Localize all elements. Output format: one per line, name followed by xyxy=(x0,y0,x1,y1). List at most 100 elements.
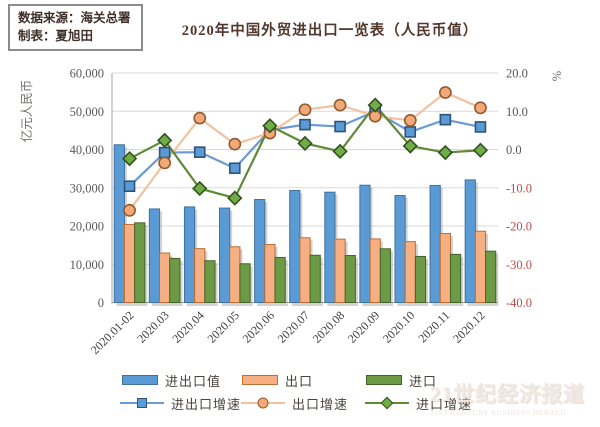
legend-item-export: 出口 xyxy=(242,372,314,389)
bar-total-8 xyxy=(394,195,406,303)
left-axis-tick: 50,000 xyxy=(70,105,104,119)
left-axis-tick: 0 xyxy=(98,296,104,310)
marker-total-growth-0 xyxy=(123,180,136,193)
left-axis-title: 亿元人民币 xyxy=(19,80,34,143)
bar-export-1 xyxy=(159,252,171,304)
right-axis-tick: -40.0 xyxy=(506,296,532,310)
bar-export-8 xyxy=(404,241,416,304)
legend-item-import: 进口 xyxy=(366,372,438,389)
marker-import-growth-2 xyxy=(192,180,208,197)
legend-swatch-export xyxy=(242,375,278,385)
right-axis-title: % xyxy=(550,71,564,81)
x-axis-label: 2020.12 xyxy=(450,308,487,345)
legend-swatch-import xyxy=(366,375,402,385)
marker-total-growth-6 xyxy=(334,120,346,133)
left-axis-tick: 40,000 xyxy=(70,143,104,157)
right-axis-tick: -20.0 xyxy=(506,220,532,234)
legend-label: 进口 xyxy=(409,373,438,389)
marker-export-growth-0 xyxy=(123,203,136,217)
marker-export-growth-8 xyxy=(403,114,417,127)
x-axis-label: 2020.08 xyxy=(310,308,347,345)
bar-total-6 xyxy=(324,191,336,303)
bar-export-2 xyxy=(194,248,206,303)
marker-export-growth-6 xyxy=(333,98,347,112)
bar-export-3 xyxy=(229,246,241,304)
marker-export-growth-1 xyxy=(158,156,172,170)
bar-total-0 xyxy=(113,144,125,303)
marker-import-growth-10 xyxy=(472,142,489,158)
marker-export-growth-5 xyxy=(298,103,312,117)
bar-total-9 xyxy=(429,184,441,303)
bar-import-5 xyxy=(309,254,321,303)
left-axis-tick: 20,000 xyxy=(70,220,104,234)
bar-import-10 xyxy=(485,250,497,304)
x-axis-label: 2020.06 xyxy=(240,308,277,345)
bar-export-6 xyxy=(334,238,346,303)
x-axis-label: 2020.03 xyxy=(134,308,171,345)
bar-import-4 xyxy=(274,256,286,304)
marker-export-growth-2 xyxy=(193,111,207,125)
bar-export-0 xyxy=(123,223,136,303)
right-axis-tick: 20.0 xyxy=(506,67,528,81)
legend-label: 进出口增速 xyxy=(171,396,242,412)
marker-import-growth-9 xyxy=(437,144,454,161)
right-axis-tick: 10.0 xyxy=(506,105,528,119)
bar-import-6 xyxy=(344,255,356,304)
x-axis-label: 2020.05 xyxy=(204,308,241,345)
legend-item-export-growth: 出口增速 xyxy=(241,395,348,412)
marker-import-growth-7 xyxy=(367,97,383,113)
legend-diamond-marker-icon xyxy=(380,396,394,410)
bar-export-5 xyxy=(299,237,311,303)
bar-total-2 xyxy=(183,206,196,304)
marker-import-growth-5 xyxy=(297,135,313,152)
x-axis-label: 2020.01-02 xyxy=(88,308,137,357)
left-axis-tick: 60,000 xyxy=(70,67,104,81)
right-axis-tick: -10.0 xyxy=(506,181,532,195)
left-axis-tick: 30,000 xyxy=(70,181,104,195)
marker-total-growth-5 xyxy=(299,118,311,131)
bar-import-0 xyxy=(134,222,146,303)
x-axis-label: 2020.09 xyxy=(345,308,382,345)
x-axis-label: 2020.07 xyxy=(275,308,312,345)
x-axis-label: 2020.04 xyxy=(169,308,206,345)
bar-import-9 xyxy=(449,253,462,304)
marker-total-growth-3 xyxy=(229,162,241,175)
legend-swatch-total xyxy=(122,375,158,385)
marker-import-growth-8 xyxy=(402,138,418,154)
legend-item-import-growth: 进口增速 xyxy=(365,395,473,412)
marker-export-growth-3 xyxy=(228,137,242,151)
marker-export-growth-10 xyxy=(474,101,487,115)
left-axis-tick: 10,000 xyxy=(70,258,104,272)
legend-circle-marker-icon xyxy=(257,397,269,409)
legend-label: 进口增速 xyxy=(416,396,473,412)
legend-swatch-import-growth xyxy=(365,396,409,410)
right-axis-tick: 0.0 xyxy=(506,143,522,157)
x-axis-label: 2020.10 xyxy=(380,308,417,345)
author-line: 制表：夏旭田 xyxy=(18,29,94,44)
marker-total-growth-10 xyxy=(474,121,487,133)
legend-swatch-export-growth xyxy=(241,396,285,410)
marker-total-growth-1 xyxy=(158,146,171,159)
legend-label: 进出口值 xyxy=(165,373,222,389)
legend-label: 出口 xyxy=(285,373,314,389)
source-line: 数据来源：海关总署 xyxy=(18,11,131,25)
x-axis-label: 2020.11 xyxy=(415,308,452,345)
bar-import-7 xyxy=(379,248,391,303)
marker-import-growth-3 xyxy=(227,190,243,206)
bar-export-9 xyxy=(439,233,451,304)
legend-item-total: 进出口值 xyxy=(122,372,222,389)
bar-import-8 xyxy=(414,255,427,303)
right-axis-tick: -30.0 xyxy=(506,258,532,272)
bar-total-5 xyxy=(289,190,301,304)
marker-total-growth-9 xyxy=(439,113,452,126)
bar-import-1 xyxy=(169,257,181,304)
bar-export-10 xyxy=(474,230,487,303)
bar-export-7 xyxy=(369,238,381,303)
bar-total-4 xyxy=(254,199,266,303)
bar-export-4 xyxy=(264,244,276,303)
marker-export-growth-9 xyxy=(438,86,452,99)
marker-total-growth-2 xyxy=(193,146,206,158)
bar-total-10 xyxy=(464,179,476,303)
